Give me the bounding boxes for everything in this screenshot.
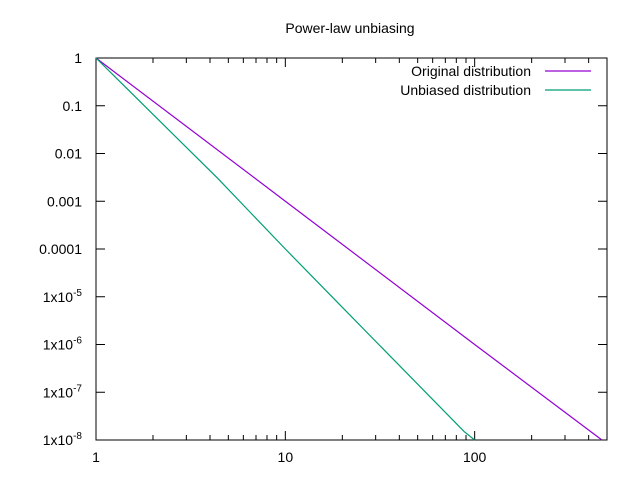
y-tick-label: 0.0001	[39, 241, 82, 257]
y-tick-label: 1x10-8	[43, 431, 83, 448]
y-tick-label: 1	[74, 50, 82, 66]
y-tick-label: 1x10-6	[43, 336, 83, 353]
y-tick-label: 1x10-5	[43, 288, 83, 305]
y-tick-label-exponent: -7	[73, 383, 82, 394]
y-tick-label: 0.01	[55, 146, 82, 162]
legend: Original distribution Unbiased distributi…	[400, 63, 591, 98]
x-tick-label: 10	[278, 449, 294, 465]
series-line-original	[95, 57, 603, 441]
chart-title: Power-law unbiasing	[285, 20, 414, 36]
y-tick-label-exponent: -6	[73, 336, 82, 347]
series-lines	[95, 57, 603, 441]
y-tick-label-base: 1x10	[43, 384, 74, 400]
axis-ticks: 1 10 10010.10.010.0010.00011x10-51x10-61x1…	[39, 50, 608, 465]
y-tick-label-exponent: -8	[73, 431, 82, 442]
y-tick-label: 0.1	[63, 98, 83, 114]
y-tick-label-base: 1x10	[43, 432, 74, 448]
y-tick-label-base: 1x10	[43, 289, 74, 305]
y-tick-label-base: 1x10	[43, 337, 74, 353]
legend-label: Unbiased distribution	[400, 82, 531, 98]
x-tick-label: 100	[463, 449, 487, 465]
y-tick-label: 0.001	[47, 193, 82, 209]
legend-label: Original distribution	[411, 63, 531, 79]
x-tick-label: 1	[92, 449, 100, 465]
y-tick-label: 1x10-7	[43, 383, 83, 400]
series-line-unbiased	[95, 57, 476, 441]
y-tick-label-exponent: -5	[73, 288, 82, 299]
